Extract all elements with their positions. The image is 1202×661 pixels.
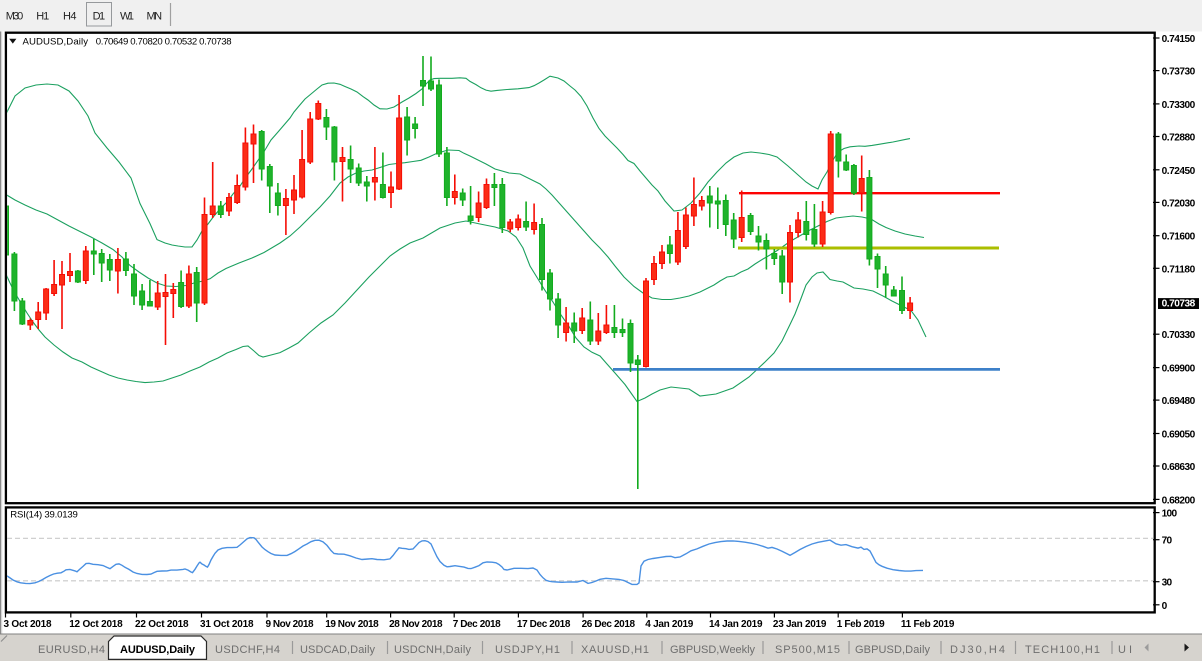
svg-text:DJ30,H4: DJ30,H4 [950,644,1005,656]
svg-text:0.70649 0.70820 0.70532 0.7073: 0.70649 0.70820 0.70532 0.70738 [96,36,232,47]
svg-text:USDCHF,H4: USDCHF,H4 [215,644,280,656]
svg-text:0.73300: 0.73300 [1162,100,1196,111]
svg-text:23 Jan 2019: 23 Jan 2019 [773,619,827,630]
svg-text:0.69480: 0.69480 [1162,396,1196,407]
svg-text:USDCNH,Daily: USDCNH,Daily [394,644,472,656]
svg-text:0.71600: 0.71600 [1162,232,1196,243]
svg-text:7 Dec 2018: 7 Dec 2018 [453,619,501,630]
svg-text:USDCAD,Daily: USDCAD,Daily [300,644,376,656]
svg-text:SP500,M15: SP500,M15 [775,644,840,656]
svg-text:28 Nov 2018: 28 Nov 2018 [389,619,443,630]
svg-text:12 Oct 2018: 12 Oct 2018 [69,619,123,630]
svg-text:17 Dec 2018: 17 Dec 2018 [517,619,571,630]
svg-text:19 Nov 2018: 19 Nov 2018 [325,619,379,630]
svg-text:3 Oct 2018: 3 Oct 2018 [4,619,52,630]
svg-text:M30: M30 [6,10,24,22]
svg-text:1 Feb 2019: 1 Feb 2019 [837,619,885,630]
svg-text:AUDUSD,Daily: AUDUSD,Daily [23,36,89,47]
svg-text:RSI(14) 39.0139: RSI(14) 39.0139 [10,510,78,521]
svg-text:0: 0 [1162,601,1168,612]
svg-text:14 Jan 2019: 14 Jan 2019 [709,619,763,630]
svg-text:70: 70 [1162,536,1173,547]
svg-text:0.69050: 0.69050 [1162,430,1196,441]
svg-text:0.72030: 0.72030 [1162,198,1196,209]
svg-text:22 Oct 2018: 22 Oct 2018 [135,619,189,630]
svg-text:USDJPY,H1: USDJPY,H1 [495,644,560,656]
svg-text:0.70330: 0.70330 [1162,330,1196,341]
svg-text:AUDUSD,Daily: AUDUSD,Daily [120,644,196,656]
svg-text:XAUUSD,H1: XAUUSD,H1 [581,644,649,656]
svg-text:0.68200: 0.68200 [1162,495,1196,506]
svg-text:0.73730: 0.73730 [1162,67,1196,78]
svg-text:31 Oct 2018: 31 Oct 2018 [200,619,254,630]
svg-text:0.71180: 0.71180 [1162,264,1196,275]
svg-text:H4: H4 [63,10,77,22]
svg-text:GBPUSD,Weekly: GBPUSD,Weekly [670,644,756,656]
svg-text:11 Feb 2019: 11 Feb 2019 [901,619,955,630]
svg-text:4 Jan 2019: 4 Jan 2019 [645,619,693,630]
svg-text:100: 100 [1162,509,1178,520]
svg-text:26 Dec 2018: 26 Dec 2018 [582,619,636,630]
svg-text:MN: MN [147,10,163,22]
svg-text:9 Nov 2018: 9 Nov 2018 [266,619,314,630]
svg-text:TECH100,H1: TECH100,H1 [1025,644,1100,656]
svg-text:H1: H1 [36,10,49,22]
svg-text:0.69900: 0.69900 [1162,364,1196,375]
svg-text:0.72880: 0.72880 [1162,133,1196,144]
svg-text:UI: UI [1118,644,1132,656]
svg-text:30: 30 [1162,578,1173,589]
svg-text:0.74150: 0.74150 [1162,34,1196,45]
svg-text:D1: D1 [93,10,106,22]
svg-text:EURUSD,H4: EURUSD,H4 [38,644,105,656]
svg-text:0.72450: 0.72450 [1162,166,1196,177]
svg-text:GBPUSD,Daily: GBPUSD,Daily [855,644,931,656]
svg-text:0.68630: 0.68630 [1162,462,1196,473]
svg-text:W1: W1 [120,10,134,22]
svg-text:0.70738: 0.70738 [1162,299,1196,310]
